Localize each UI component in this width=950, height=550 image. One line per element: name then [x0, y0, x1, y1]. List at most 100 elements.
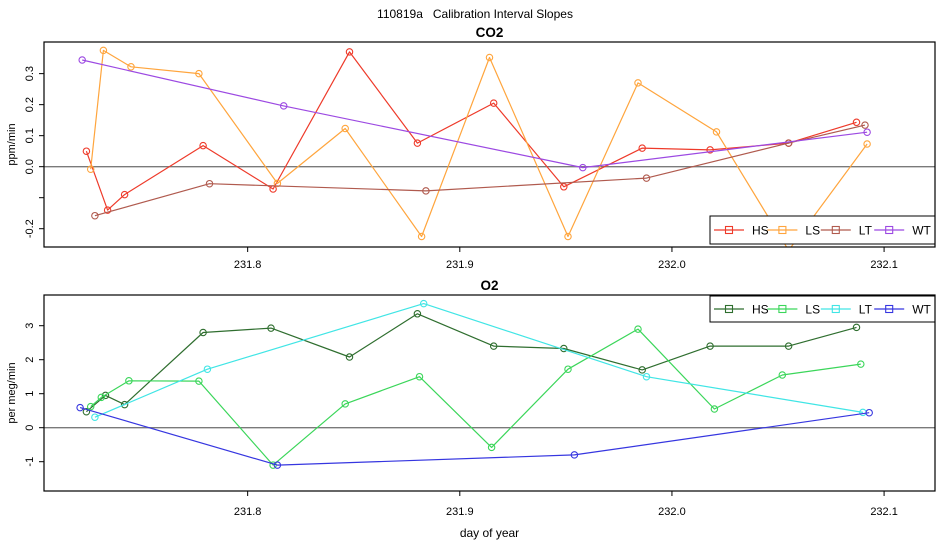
series-lt-line — [94, 124, 866, 217]
data-point — [706, 342, 714, 350]
legend-marker-lt — [831, 304, 840, 314]
data-point — [861, 121, 869, 129]
data-point — [706, 146, 714, 154]
data-point — [787, 246, 791, 247]
panel-title-co2: CO2 — [476, 25, 504, 40]
data-point — [195, 377, 203, 385]
y-tick-label: 0.2 — [24, 97, 36, 112]
y-tick-label: -1 — [24, 457, 36, 467]
series-area-co2 — [78, 46, 871, 247]
series-hs-points — [82, 310, 861, 416]
series-area-o2 — [76, 299, 873, 469]
legend-entry-ls: LS — [767, 224, 820, 238]
y-axis-label-o2: per meg/min — [6, 362, 18, 423]
legend-label-hs: HS — [752, 303, 769, 317]
data-point — [413, 139, 422, 147]
panel-title-o2: O2 — [480, 278, 498, 293]
legend-marker-wt — [885, 225, 894, 235]
data-point — [852, 323, 861, 332]
legend-label-ls: LS — [805, 303, 820, 317]
series-wt-points — [76, 403, 873, 469]
data-point — [642, 372, 651, 381]
y-tick-label: 0.1 — [24, 128, 36, 143]
data-point — [579, 163, 587, 172]
y-tick-label: 1 — [24, 391, 36, 397]
data-point — [638, 144, 646, 152]
legend-marker-hs — [724, 304, 734, 314]
series-hs-line — [85, 51, 857, 211]
data-point — [279, 102, 288, 110]
data-point — [642, 174, 651, 182]
data-point — [127, 63, 135, 71]
data-point — [560, 183, 568, 191]
data-point — [103, 206, 112, 214]
data-point — [570, 451, 579, 459]
y-tick-label: -0.2 — [24, 219, 36, 238]
x-tick-label: 232.0 — [658, 259, 686, 271]
data-point — [852, 118, 861, 127]
data-point — [710, 405, 719, 413]
legend-marker-lt — [831, 225, 840, 235]
data-point — [863, 128, 871, 136]
data-point — [86, 402, 95, 411]
series-wt-line — [82, 59, 868, 169]
data-point — [203, 365, 212, 373]
series-wt-line — [79, 407, 870, 466]
data-point — [99, 46, 108, 55]
data-point — [341, 400, 349, 408]
panel-border — [43, 41, 936, 248]
legend-entry-hs: HS — [714, 303, 769, 317]
legend-marker-wt — [885, 304, 894, 314]
data-point — [267, 324, 275, 332]
data-point — [76, 403, 84, 412]
panel-border — [43, 294, 936, 492]
y-tick-label: 0 — [24, 425, 36, 431]
data-point — [487, 443, 496, 452]
data-point — [101, 391, 110, 400]
series-ls-line — [90, 49, 868, 247]
x-tick-label: 231.8 — [234, 506, 262, 518]
data-point — [82, 407, 91, 416]
data-point — [91, 211, 99, 220]
legend-entry-wt: WT — [874, 303, 932, 317]
series-ls-line — [90, 328, 861, 466]
series-lt-points — [91, 299, 867, 421]
y-axis-label-co2: ppm/min — [6, 123, 18, 165]
data-point — [784, 342, 793, 350]
y-tick-label: 2 — [24, 357, 36, 363]
legend-label-wt: WT — [912, 224, 931, 238]
legend-marker-hs — [724, 225, 734, 235]
legend-entry-wt: WT — [874, 224, 932, 238]
data-point — [199, 328, 207, 337]
data-point — [863, 140, 871, 148]
series-ls-points — [86, 46, 871, 247]
data-point — [345, 48, 354, 56]
legend-o2: HS LS LT WT — [709, 295, 936, 323]
data-point — [857, 360, 865, 368]
data-point — [91, 413, 99, 421]
data-point — [199, 141, 207, 150]
data-point — [638, 366, 646, 374]
legend-label-wt: WT — [912, 303, 931, 317]
series-hs-line — [86, 313, 857, 413]
data-point — [489, 99, 498, 107]
legend-marker-ls — [778, 225, 787, 235]
x-tick-label: 231.9 — [446, 259, 474, 271]
series-lt-points — [91, 121, 869, 220]
series-wt-points — [78, 56, 871, 172]
legend-marker-ls — [778, 304, 787, 314]
data-point — [273, 179, 282, 188]
data-point — [120, 190, 129, 199]
data-point — [784, 139, 793, 147]
series-lt-line — [94, 303, 863, 418]
data-point — [564, 232, 572, 241]
data-point — [195, 69, 203, 78]
data-point — [97, 393, 106, 402]
data-point — [120, 400, 129, 409]
data-point — [415, 372, 424, 381]
data-point — [125, 377, 133, 385]
x-tick-label: 232.0 — [658, 506, 686, 518]
data-point — [417, 232, 426, 241]
